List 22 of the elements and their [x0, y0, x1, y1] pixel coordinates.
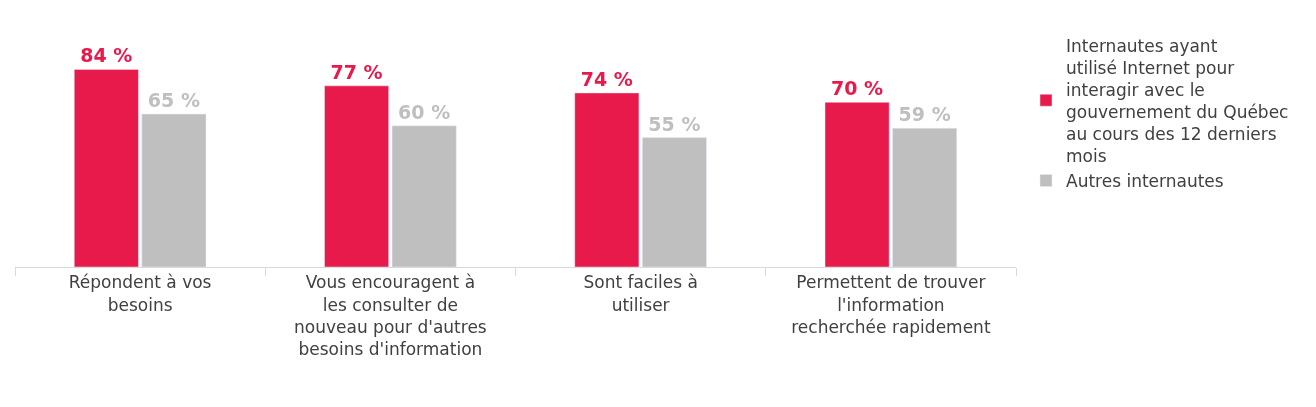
data-label: 77 % — [330, 60, 383, 83]
bar — [642, 137, 707, 267]
data-label: 59 % — [898, 103, 951, 126]
data-label: 55 % — [648, 112, 701, 135]
bar — [824, 102, 890, 267]
bar — [141, 113, 207, 267]
legend-label: Internautes ayant utilisé Internet pour interagir avec le gouvernement du Québec au cours des 12 derniers mois — [1066, 35, 1289, 167]
x-tick-label: Vous encouragent à les consulter de nouveau pour d'autres besoins d'information — [294, 272, 487, 359]
bar — [574, 92, 640, 267]
bar — [892, 127, 957, 267]
x-tick-label: Sont faciles à utiliser — [583, 272, 698, 315]
data-label: 65 % — [147, 89, 200, 112]
bar — [324, 85, 389, 267]
x-tick-label: Permettent de trouver l'information recherchée rapidement — [791, 272, 991, 337]
data-label: 84 % — [80, 44, 133, 67]
data-label: 70 % — [831, 77, 884, 100]
bar — [391, 125, 457, 267]
data-label: 60 % — [398, 100, 451, 123]
bar — [74, 69, 139, 267]
legend-label: Autres internautes — [1066, 171, 1224, 192]
data-label: 74 % — [580, 67, 633, 90]
x-tick-label: Répondent à vos besoins — [68, 272, 212, 315]
